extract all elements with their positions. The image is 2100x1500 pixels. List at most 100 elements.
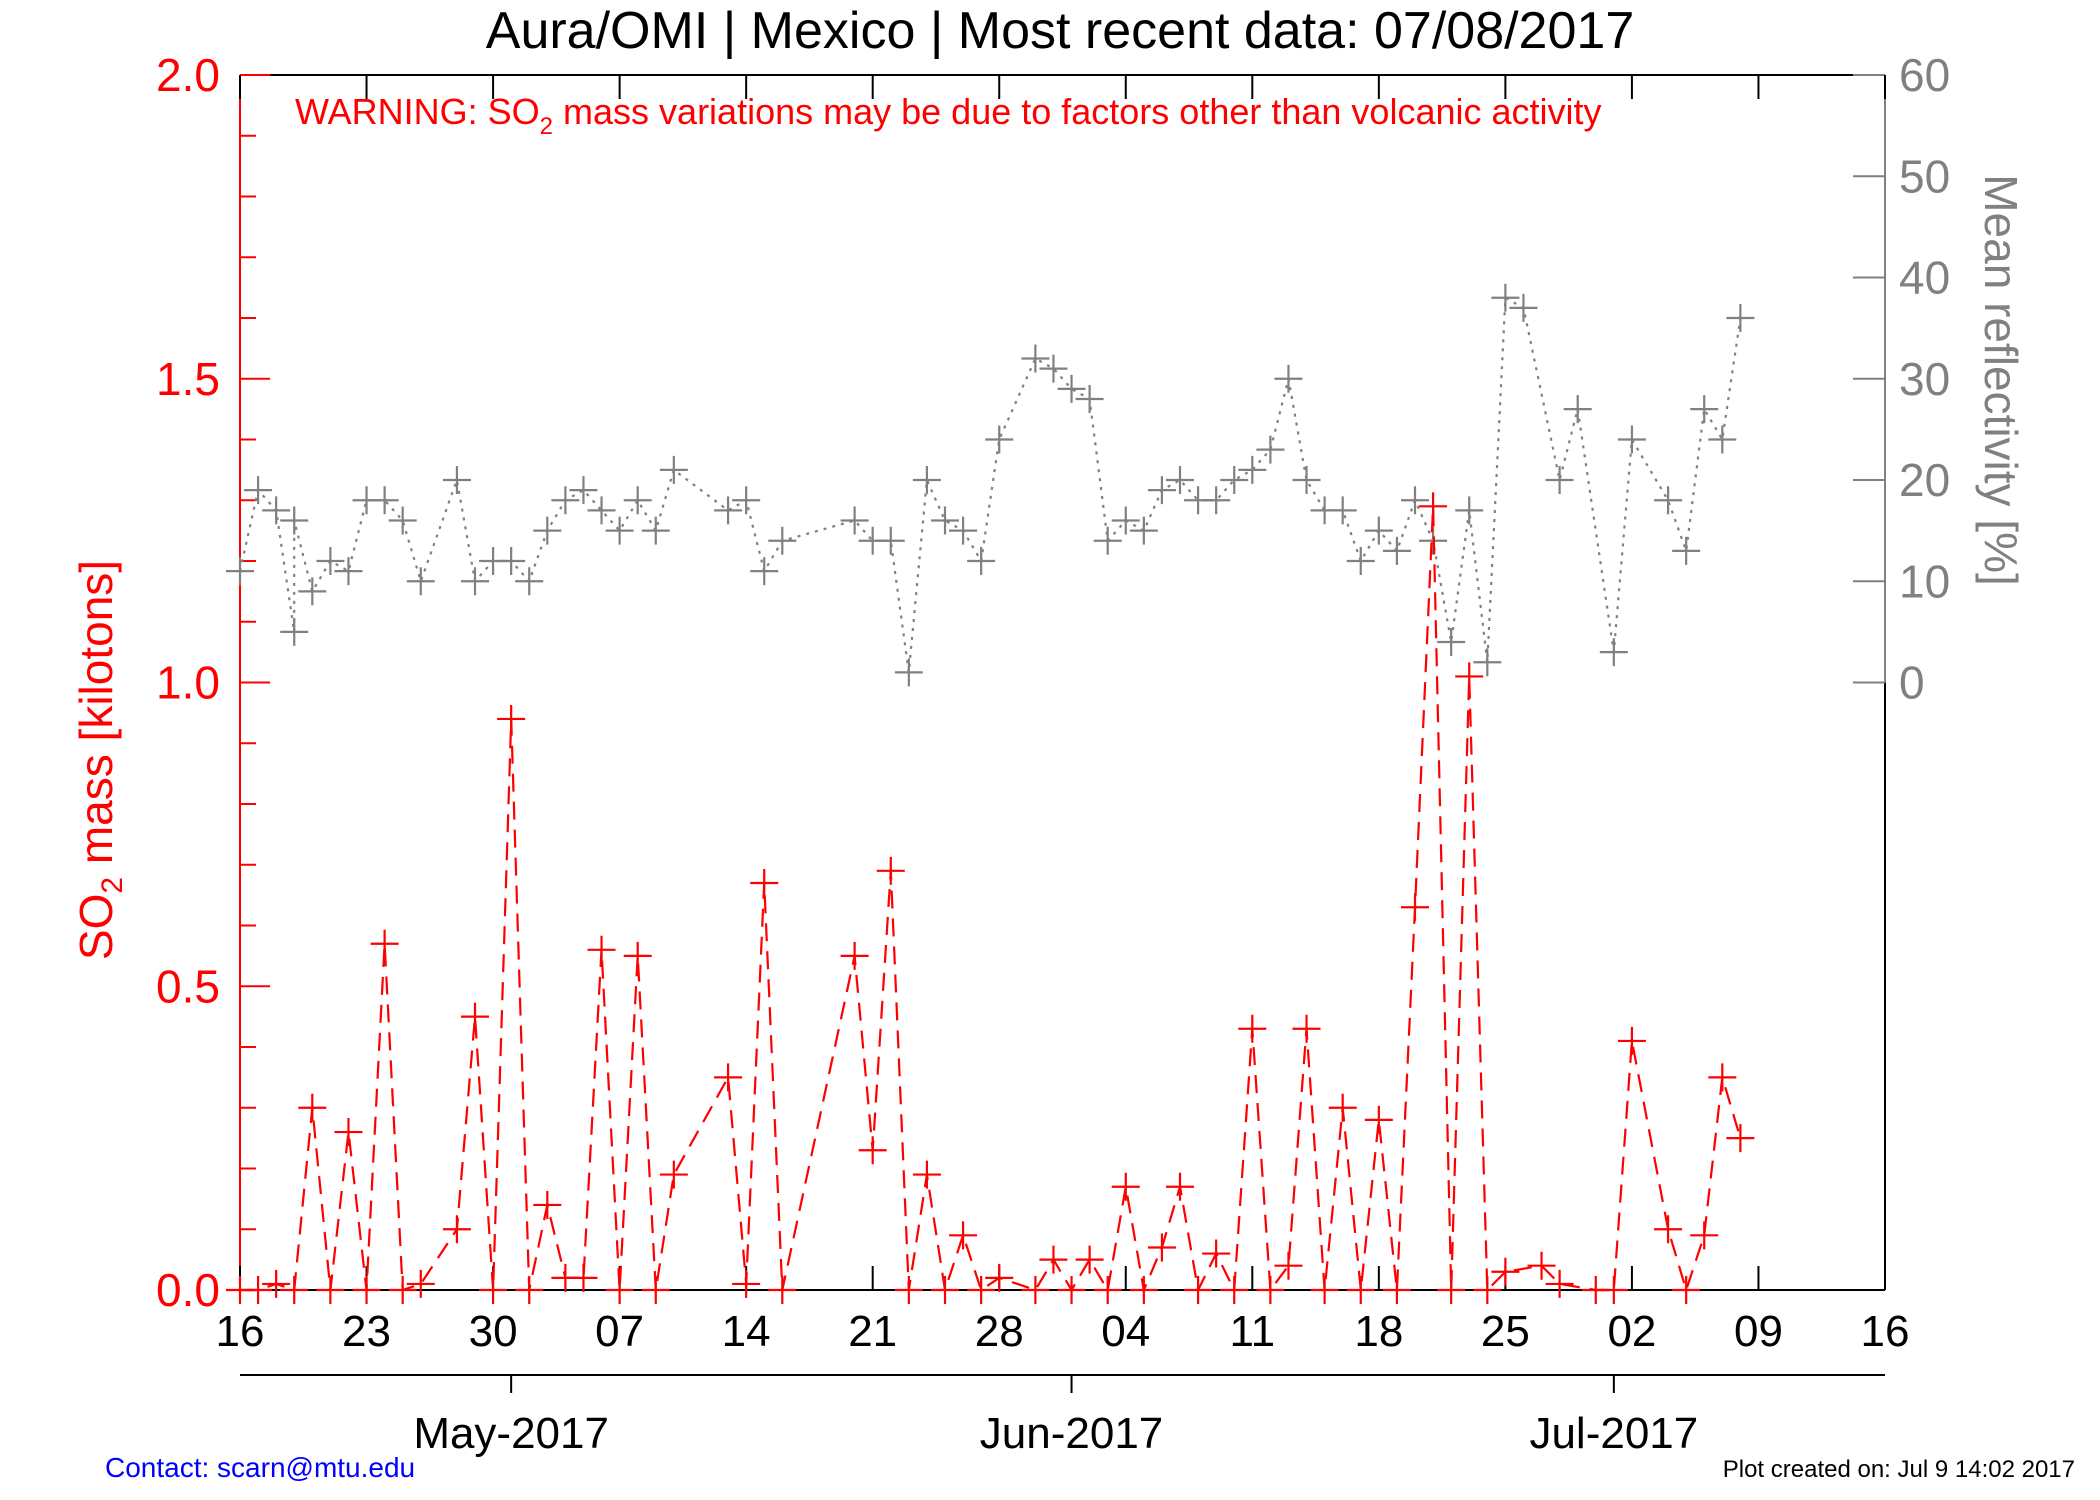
so2-data-point bbox=[931, 1276, 959, 1304]
reflectivity-data-point bbox=[641, 516, 670, 545]
reflectivity-data-point bbox=[244, 476, 273, 505]
reflectivity-data-point bbox=[280, 617, 309, 646]
reflectivity-data-point bbox=[533, 516, 562, 545]
so2-data-point bbox=[1617, 1026, 1646, 1055]
so2-data-point bbox=[1111, 1172, 1140, 1201]
x-tick-label: 07 bbox=[595, 1307, 644, 1356]
reflectivity-data-point bbox=[1274, 364, 1303, 393]
so2-data-point bbox=[1220, 1276, 1249, 1304]
reflectivity-data-point bbox=[1147, 476, 1176, 505]
so2-data-point bbox=[1129, 1276, 1158, 1304]
reflectivity-data-point bbox=[226, 557, 254, 586]
reflectivity-data-point bbox=[1057, 374, 1086, 403]
so2-data-point bbox=[406, 1269, 435, 1298]
left-tick-label: 1.5 bbox=[156, 353, 220, 405]
x-tick-label: 16 bbox=[1861, 1307, 1910, 1356]
reflectivity-data-point bbox=[1617, 425, 1646, 454]
so2-data-point bbox=[1238, 1014, 1267, 1043]
so2-data-point bbox=[605, 1276, 634, 1304]
reflectivity-data-point bbox=[1220, 466, 1249, 494]
reflectivity-series bbox=[226, 283, 1755, 687]
so2-data-point bbox=[949, 1221, 978, 1250]
left-tick-label: 0.0 bbox=[156, 1264, 220, 1316]
so2-data-point bbox=[497, 704, 526, 733]
so2-data-point bbox=[1401, 893, 1429, 922]
so2-data-point bbox=[732, 1269, 761, 1298]
x-tick-label: 02 bbox=[1607, 1307, 1656, 1356]
so2-data-point bbox=[533, 1190, 562, 1219]
right-tick-label: 60 bbox=[1899, 49, 1950, 101]
x-tick-label: 28 bbox=[975, 1307, 1024, 1356]
x-tick-label: 04 bbox=[1101, 1307, 1150, 1356]
reflectivity-data-point bbox=[316, 547, 345, 575]
reflectivity-data-point bbox=[1545, 466, 1574, 494]
reflectivity-data-point bbox=[623, 486, 652, 515]
warning-prefix: WARNING: SO bbox=[295, 91, 540, 132]
x-tick-label: 16 bbox=[216, 1307, 265, 1356]
so2-data-point bbox=[262, 1269, 291, 1298]
reflectivity-data-point bbox=[551, 486, 580, 515]
warning-subscript: 2 bbox=[540, 113, 553, 140]
so2-data-point bbox=[1491, 1257, 1520, 1286]
so2-data-point bbox=[1690, 1221, 1719, 1250]
so2-data-point bbox=[515, 1276, 544, 1304]
so2-data-point bbox=[768, 1276, 797, 1304]
so2-data-point bbox=[641, 1276, 670, 1304]
reflectivity-data-point bbox=[1509, 293, 1538, 322]
so2-data-point bbox=[1654, 1215, 1683, 1244]
reflectivity-data-point bbox=[1563, 395, 1592, 424]
reflectivity-data-point bbox=[1690, 395, 1719, 424]
reflectivity-data-point bbox=[280, 506, 309, 535]
right-tick-label: 30 bbox=[1899, 353, 1950, 405]
left-axis-label-prefix: SO bbox=[70, 894, 122, 960]
so2-data-point bbox=[334, 1118, 363, 1147]
reflectivity-data-point bbox=[1093, 526, 1122, 555]
right-tick-label: 40 bbox=[1899, 252, 1950, 304]
reflectivity-data-point bbox=[1166, 466, 1194, 494]
left-axis-label-suffix: mass [kilotons] bbox=[70, 560, 122, 877]
so2-data-point bbox=[244, 1276, 273, 1304]
reflectivity-data-point bbox=[442, 466, 471, 494]
so2-data-point bbox=[1093, 1276, 1122, 1304]
reflectivity-data-point bbox=[949, 516, 978, 545]
reflectivity-data-point bbox=[406, 567, 435, 596]
so2-data-point bbox=[985, 1263, 1014, 1292]
so2-data-point bbox=[659, 1160, 688, 1189]
reflectivity-data-point bbox=[750, 557, 779, 586]
reflectivity-data-point bbox=[876, 526, 905, 555]
so2-series-line bbox=[240, 506, 1742, 1295]
warning-text: WARNING: SO2 mass variations may be due … bbox=[295, 91, 1602, 140]
so2-data-point bbox=[316, 1276, 345, 1304]
so2-data-point bbox=[623, 941, 652, 970]
right-tick-label: 50 bbox=[1899, 150, 1950, 202]
left-axis-label: SO2 mass [kilotons] bbox=[70, 560, 129, 960]
right-axis-label: Mean reflectivity [%] bbox=[1975, 174, 2027, 586]
so2-data-point bbox=[1599, 1276, 1628, 1304]
x-tick-label: 11 bbox=[1229, 1307, 1275, 1356]
so2-series bbox=[226, 492, 1755, 1304]
x-tick-label: 09 bbox=[1734, 1307, 1783, 1356]
so2-data-point bbox=[714, 1063, 743, 1092]
reflectivity-data-point bbox=[1346, 547, 1375, 575]
reflectivity-data-point bbox=[1672, 536, 1701, 565]
contact-text[interactable]: Contact: scarn@mtu.edu bbox=[105, 1452, 415, 1483]
so2-data-point bbox=[1292, 1014, 1321, 1043]
x-tick-label: 14 bbox=[722, 1307, 771, 1356]
created-text: Plot created on: Jul 9 14:02 2017 bbox=[1723, 1456, 2075, 1483]
left-axis-label-subscript: 2 bbox=[96, 877, 129, 894]
reflectivity-data-point bbox=[1473, 648, 1502, 677]
reflectivity-series-line bbox=[238, 295, 1742, 673]
reflectivity-data-point bbox=[1726, 304, 1755, 332]
so2-data-point bbox=[1437, 1276, 1466, 1304]
so2-data-point bbox=[442, 1215, 471, 1244]
so2-data-point bbox=[1473, 1276, 1502, 1304]
reflectivity-data-point bbox=[912, 466, 941, 494]
reflectivity-data-point bbox=[1437, 628, 1466, 656]
x-tick-label: 25 bbox=[1481, 1307, 1530, 1356]
reflectivity-data-point bbox=[1075, 385, 1104, 413]
so2-data-point bbox=[1708, 1063, 1737, 1092]
reflectivity-data-point bbox=[605, 516, 634, 545]
reflectivity-data-point bbox=[461, 567, 489, 596]
